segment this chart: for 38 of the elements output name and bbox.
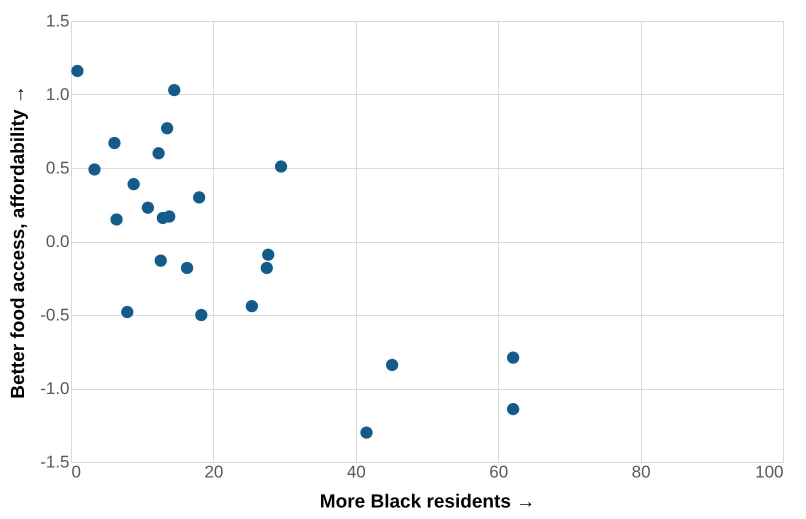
x-tick-label: 100: [755, 462, 784, 482]
x-tick-label: 20: [204, 462, 224, 482]
point: [128, 178, 140, 190]
point: [160, 122, 174, 134]
x-axis-title: More Black residents →: [320, 492, 536, 512]
point: [195, 308, 208, 322]
x-tick-label: 40: [346, 462, 366, 482]
point: [262, 248, 274, 261]
y-tick-label: 1.5: [46, 12, 70, 30]
point: [260, 262, 273, 274]
point: [168, 84, 180, 96]
point: [71, 64, 84, 78]
point: [154, 254, 167, 267]
y-tick-label: -1.0: [40, 379, 70, 398]
point: [507, 352, 520, 364]
y-tick-label: -0.5: [40, 306, 70, 324]
point: [360, 426, 373, 439]
point: [274, 160, 288, 173]
point: [142, 202, 154, 214]
x-tick-label: 0: [72, 462, 81, 482]
point: [110, 213, 123, 226]
point: [88, 163, 101, 176]
point: [152, 147, 165, 160]
y-axis-title: Better food access, affordability →: [8, 85, 30, 399]
point: [180, 262, 194, 274]
point: [246, 300, 258, 312]
x-tick-label: 60: [489, 462, 508, 482]
point: [193, 191, 206, 204]
x-tick-label: 80: [632, 462, 651, 482]
point: [386, 358, 398, 372]
point: [163, 210, 176, 223]
point: [507, 402, 520, 416]
point: [121, 306, 134, 318]
point: [108, 136, 121, 150]
y-tick-label: 0.0: [46, 232, 70, 251]
y-tick-label: 1.0: [46, 85, 70, 104]
y-tick-label: -1.5: [40, 452, 70, 472]
y-tick-label: 0.5: [46, 158, 70, 178]
